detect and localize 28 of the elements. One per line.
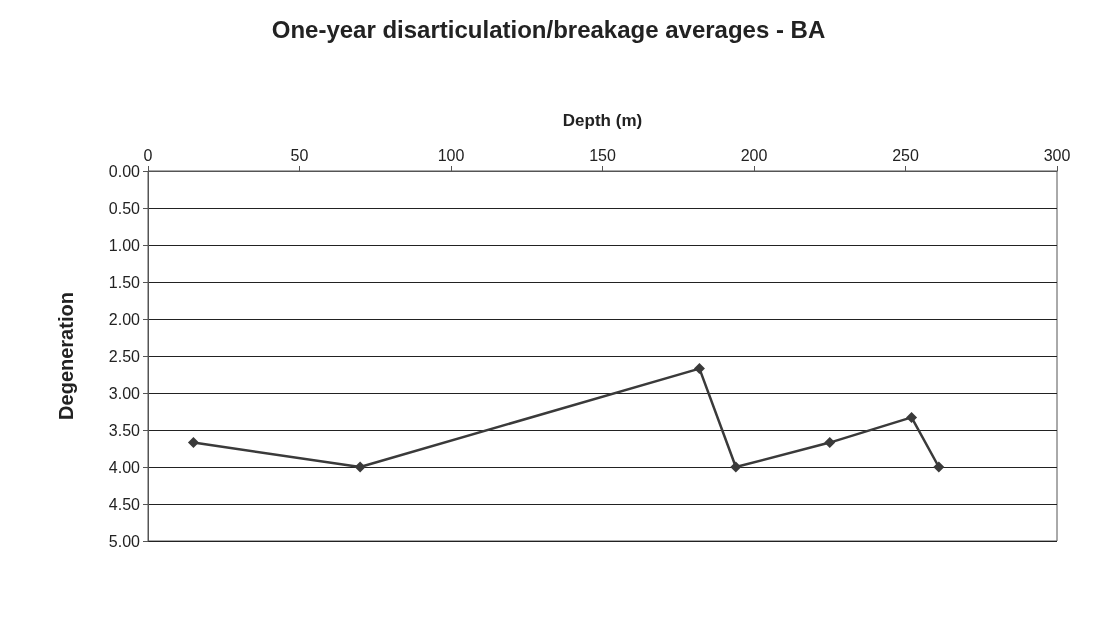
y-tick-label: 4.00: [108, 458, 141, 476]
y-tick-label: 2.00: [108, 310, 141, 328]
x-tick-label: 150: [589, 146, 616, 164]
x-axis-title: Depth (m): [562, 111, 643, 130]
y-tick-label: 3.50: [108, 421, 141, 439]
chart-title: One-year disarticulation/breakage averages - BA: [271, 15, 826, 43]
y-tick-label: 0.00: [108, 162, 141, 180]
point: [906, 411, 918, 423]
y-tick-label: 2.50: [108, 347, 141, 365]
y-tick-label: 1.50: [108, 273, 141, 291]
y-tick-label: 3.00: [108, 384, 141, 402]
x-tick-label: 300: [1043, 146, 1071, 164]
point: [730, 461, 742, 473]
point: [693, 363, 705, 375]
point: [824, 437, 836, 449]
point: [187, 437, 199, 449]
x-tick-label: 250: [892, 146, 919, 164]
x-tick-label: 50: [290, 146, 309, 164]
point: [354, 461, 366, 473]
y-tick-label: 0.50: [108, 199, 141, 217]
point: [933, 461, 945, 473]
y-tick-label: 1.00: [108, 236, 141, 254]
x-tick-label: 0: [143, 146, 153, 164]
y-tick-label: 4.50: [108, 495, 141, 513]
y-axis-title: Degeneration: [55, 292, 77, 420]
y-tick-label: 5.00: [108, 532, 141, 550]
x-tick-label: 200: [740, 146, 768, 164]
x-tick-label: 100: [437, 146, 465, 164]
